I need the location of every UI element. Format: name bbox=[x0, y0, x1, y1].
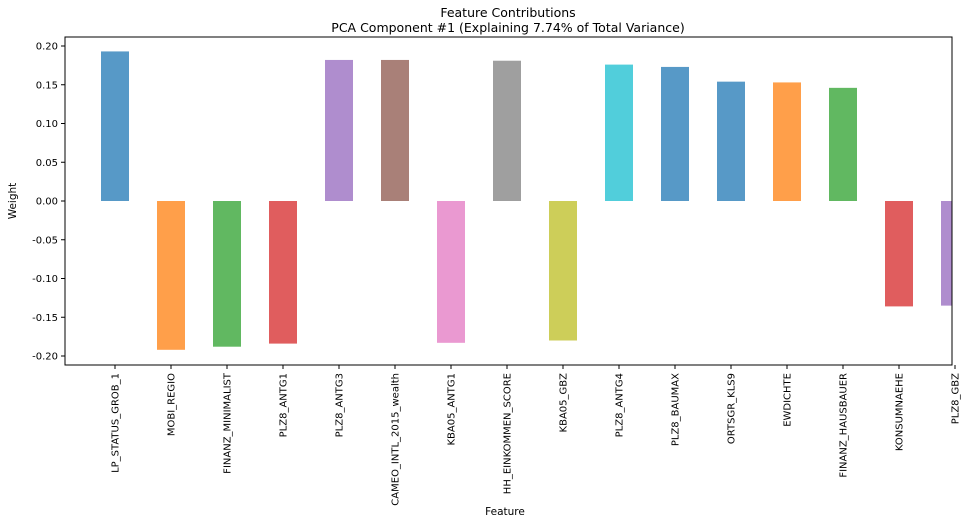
bar-mobi-regio bbox=[157, 201, 185, 350]
bar-finanz-minimalist bbox=[213, 201, 241, 347]
bar-plz8-gbz bbox=[941, 201, 952, 306]
bar-finanz-hausbauer bbox=[829, 87, 857, 201]
plot-frame bbox=[64, 36, 953, 366]
y-tick-label: 0.05 bbox=[36, 158, 58, 169]
y-axis-ticks: -0.20 -0.15 -0.10 -0.05 0.00 0.05 0.10 0.15 0.20 bbox=[32, 42, 65, 363]
bar-ewdichte bbox=[773, 82, 801, 201]
y-tick-label: 0.00 bbox=[36, 197, 58, 208]
x-tick-label: EWDICHTE bbox=[783, 373, 794, 427]
bar-lp-status-grob-1 bbox=[101, 51, 129, 201]
bar-plz8-antg1 bbox=[269, 201, 297, 344]
bar-plz8-antg4 bbox=[605, 64, 633, 201]
bars-layer bbox=[101, 51, 952, 350]
y-tick-label: -0.10 bbox=[32, 274, 58, 285]
x-tick-label: MOBI_REGIO bbox=[167, 373, 178, 436]
x-tick-label: KBA05_GBZ bbox=[559, 373, 570, 433]
x-axis-ticks: LP_STATUS_GROB_1 MOBI_REGIO FINANZ_MINIMAL… bbox=[111, 365, 962, 506]
bar-kba05-antg1 bbox=[437, 201, 465, 343]
chart-subtitle: PCA Component #1 (Explaining 7.74% of To… bbox=[331, 20, 684, 35]
x-axis-label: Feature bbox=[485, 506, 525, 518]
bar-ortsgr-kls9 bbox=[717, 81, 745, 201]
y-tick-label: -0.05 bbox=[32, 235, 58, 246]
x-tick-label: ORTSGR_KLS9 bbox=[727, 373, 738, 444]
y-tick-label: 0.20 bbox=[36, 42, 58, 53]
y-tick-label: -0.15 bbox=[32, 313, 58, 324]
bar-cameo-intl-2015-wealth bbox=[381, 59, 409, 202]
x-tick-label: LP_STATUS_GROB_1 bbox=[111, 373, 122, 473]
x-tick-label: CAMEO_INTL_2015_wealth bbox=[391, 373, 402, 506]
x-tick-label: PLZ8_GBZ bbox=[951, 373, 962, 424]
y-tick-label: 0.10 bbox=[36, 119, 58, 130]
x-tick-label: KBA05_ANTG1 bbox=[447, 373, 458, 446]
bar-kba05-gbz bbox=[549, 201, 577, 341]
bar-plz8-antg3 bbox=[325, 59, 353, 202]
x-tick-label: PLZ8_ANTG4 bbox=[615, 373, 626, 437]
x-tick-label: PLZ8_ANTG1 bbox=[279, 373, 290, 437]
x-tick-label: FINANZ_HAUSBAUER bbox=[839, 373, 850, 478]
y-tick-label: 0.15 bbox=[36, 80, 58, 91]
y-axis-label: Weight bbox=[7, 183, 19, 220]
bar-plz8-baumax bbox=[661, 66, 689, 201]
x-tick-label: PLZ8_BAUMAX bbox=[671, 373, 682, 446]
bar-hh-einkommen-score bbox=[493, 60, 521, 201]
bar-konsumnaehe bbox=[885, 201, 913, 307]
x-tick-label: FINANZ_MINIMALIST bbox=[223, 372, 234, 474]
x-tick-label: KONSUMNAEHE bbox=[895, 373, 906, 451]
chart-title: Feature Contributions bbox=[440, 5, 575, 20]
y-tick-label: -0.20 bbox=[32, 352, 58, 363]
x-tick-label: PLZ8_ANTG3 bbox=[335, 373, 346, 437]
x-tick-label: HH_EINKOMMEN_SCORE bbox=[503, 373, 514, 494]
